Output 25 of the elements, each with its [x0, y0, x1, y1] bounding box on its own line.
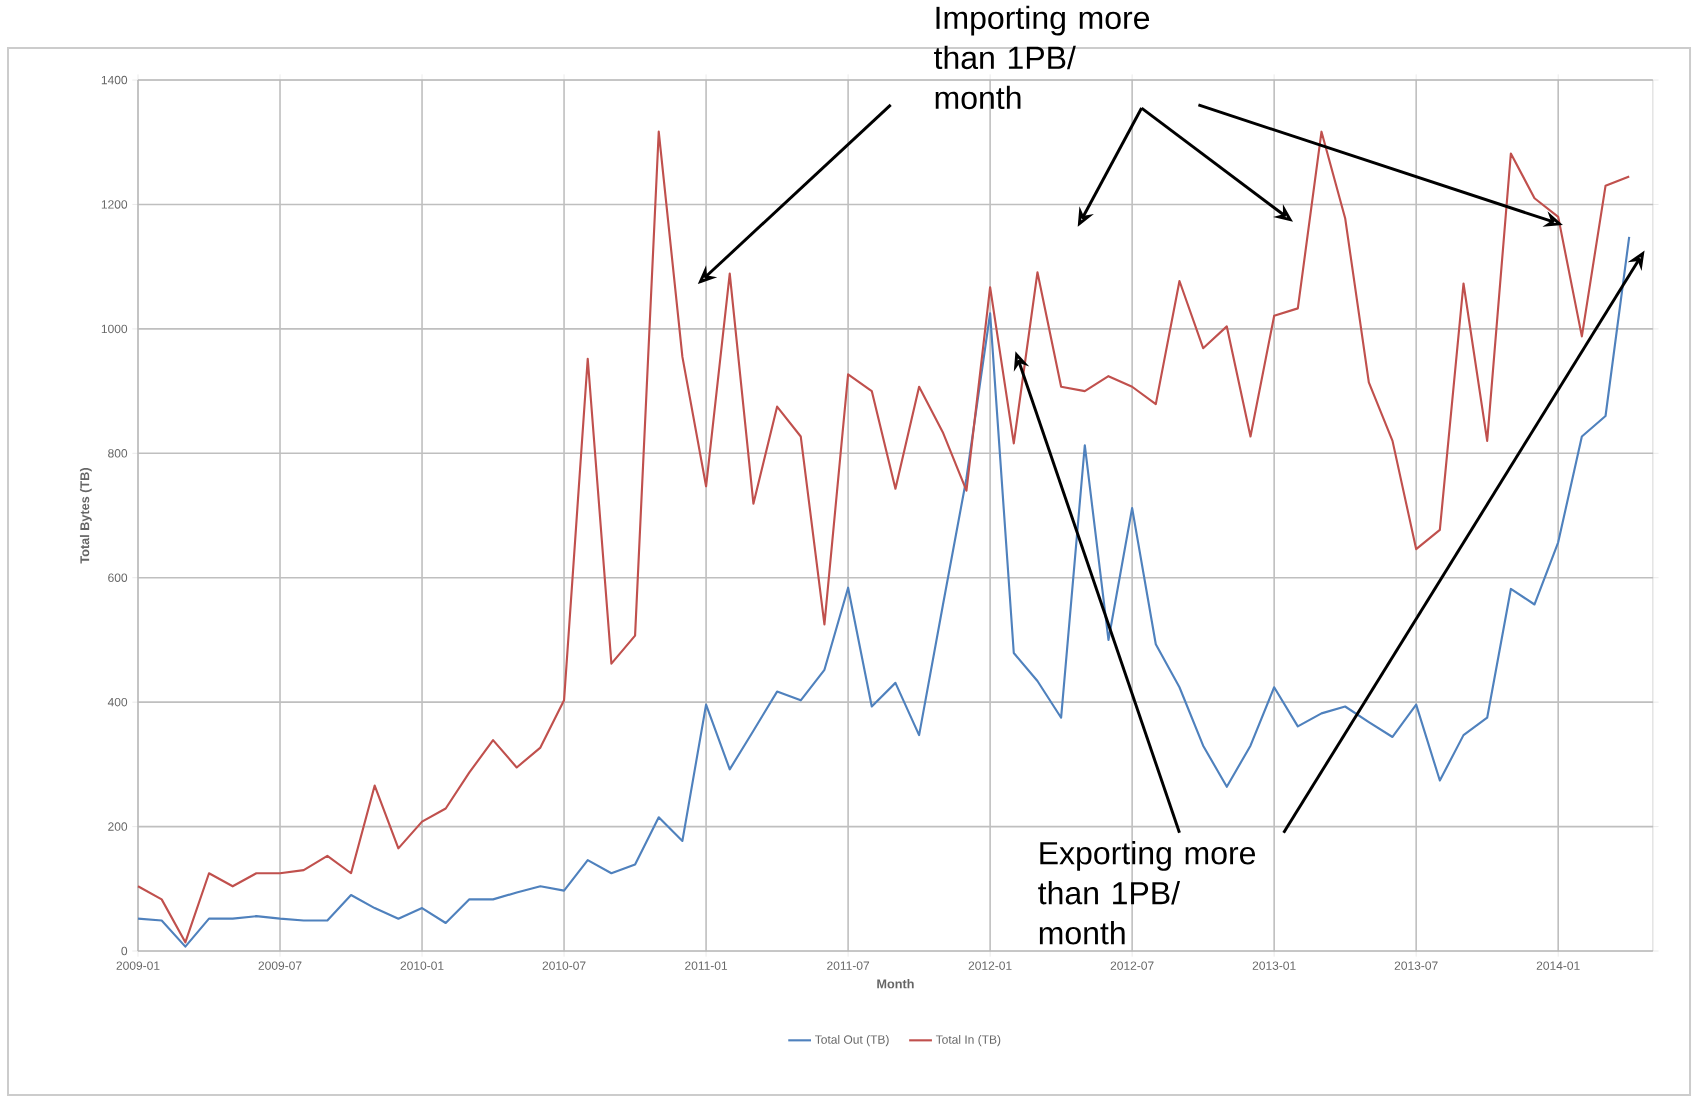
x-axis-title: Month — [877, 979, 914, 989]
x-tick-label: 2009-07 — [258, 961, 302, 970]
y-tick-label: 0 — [121, 946, 128, 956]
y-tick-label: 1400 — [101, 75, 128, 85]
annotation: Importing more than 1PB/ month — [934, 5, 1150, 110]
x-tick-label: 2012-07 — [1110, 961, 1154, 970]
x-tick-label: 2014-01 — [1536, 961, 1580, 970]
x-tick-label: 2011-01 — [685, 961, 728, 970]
y-tick-label: 1000 — [101, 324, 128, 334]
x-tick-label: 2010-07 — [542, 961, 586, 970]
annotation: Exporting more than 1PB/ month — [1038, 841, 1256, 945]
y-axis-title: Total Bytes (TB) — [79, 468, 92, 564]
y-tick-label: 400 — [107, 697, 128, 707]
y-tick-label: 600 — [108, 573, 128, 582]
x-tick-label: 2011-07 — [827, 961, 870, 970]
legend-label: Total Out (TB) — [815, 1034, 889, 1047]
x-tick-label: 2013-01 — [1252, 961, 1296, 970]
x-tick-label: 2012-01 — [968, 961, 1012, 970]
legend-label: Total In (TB) — [935, 1034, 1001, 1047]
y-tick-label: 800 — [108, 449, 128, 458]
x-tick-label: 2013-07 — [1394, 961, 1438, 970]
y-tick-label: 1200 — [101, 200, 128, 209]
x-tick-label: 2010-01 — [400, 961, 444, 970]
y-tick-label: 200 — [108, 822, 128, 831]
x-tick-label: 2009-01 — [116, 961, 160, 970]
